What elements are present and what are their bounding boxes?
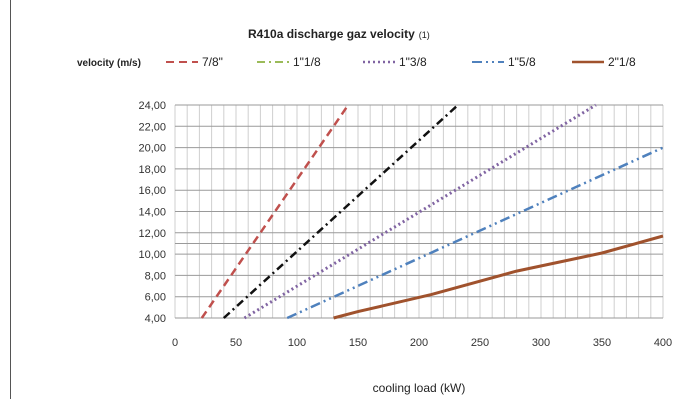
x-tick-label: 150 [349,337,367,349]
legend-label-4: 1"5/8 [508,55,536,69]
chart-title: R410a discharge gaz velocity (1) [248,27,430,41]
series-line-3 [243,103,597,320]
y-tick-label: 10,00 [138,249,166,261]
x-tick-label: 300 [532,337,550,349]
y-tick-label: 14,00 [138,207,166,219]
series-line-5 [333,234,664,320]
y-tick-label: 20,00 [138,143,166,155]
y-tick-label: 22,00 [138,121,166,133]
y-tick-label: 16,00 [138,185,166,197]
x-tick-label: 350 [593,337,611,349]
y-tick-label: 12,00 [138,228,166,240]
x-tick-label: 50 [230,337,242,349]
legend-label-5: 2"1/8 [608,55,636,69]
y-tick-label: 18,00 [138,164,166,176]
x-tick-label: 250 [471,337,489,349]
series-line-1 [200,104,350,319]
chart-title-note: (1) [419,30,430,40]
x-tick-label: 400 [654,337,672,349]
series-line-4 [286,146,664,320]
legend-label-2: 1"1/8 [293,55,321,69]
x-axis-label: cooling load (kW) [373,381,466,395]
legend-label-1: 7/8" [202,55,223,69]
y-tick-label: 8,00 [145,270,166,282]
y-tick-label: 4,00 [145,313,166,325]
y-tick-label: 24,00 [138,100,166,112]
x-tick-label: 0 [172,337,178,349]
y-tick-label: 6,00 [145,292,166,304]
legend-label-3: 1"3/8 [399,55,427,69]
left-border-line [10,0,11,399]
x-tick-label: 200 [410,337,428,349]
x-tick-label: 100 [288,337,306,349]
y-axis-label: velocity (m/s) [77,58,141,69]
